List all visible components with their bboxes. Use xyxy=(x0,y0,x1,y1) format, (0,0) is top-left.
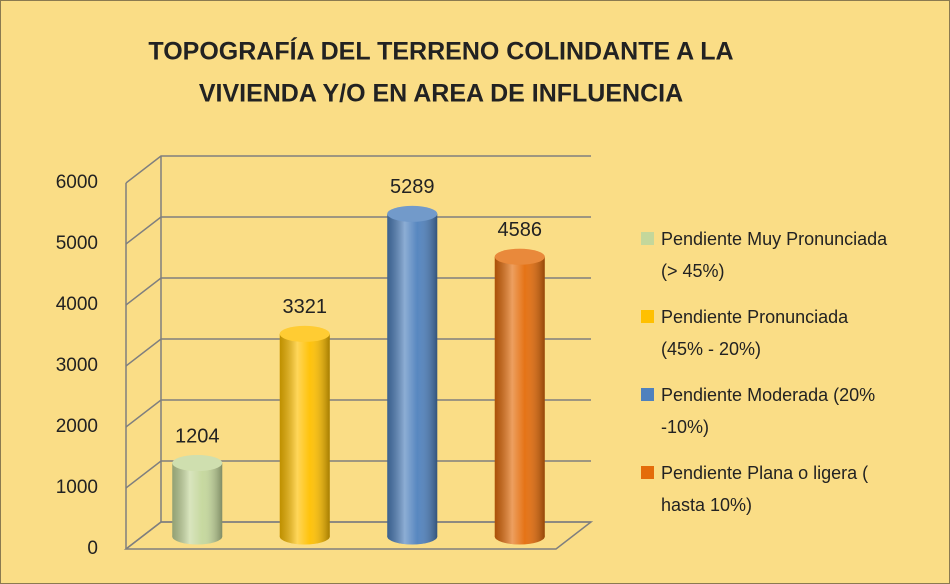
grid-line xyxy=(125,460,591,489)
y-tick-label: 5000 xyxy=(56,233,98,254)
bar-top-highlight xyxy=(387,205,438,222)
grid-line xyxy=(125,338,591,367)
legend-label: Pendiente Pronunciada (45% - 20%) xyxy=(661,307,849,359)
bar-top-highlight xyxy=(279,325,330,342)
legend-label: Pendiente Plana o ligera ( hasta 10%) xyxy=(661,463,869,515)
bar-top xyxy=(387,205,438,222)
grid-line xyxy=(125,155,591,184)
data-label: 1204 xyxy=(175,425,220,447)
y-tick-label: 3000 xyxy=(56,355,98,376)
y-tick-label: 4000 xyxy=(56,294,98,315)
bar-top xyxy=(494,248,545,265)
y-tick-label: 0 xyxy=(87,538,98,559)
legend-label: Pendiente Moderada (20% -10%) xyxy=(661,385,876,437)
chart-title: TOPOGRAFÍA DEL TERRENO COLINDANTE A LA xyxy=(148,37,733,66)
legend-swatch xyxy=(641,388,654,401)
legend-swatch xyxy=(641,466,654,479)
chart-title: VIVIENDA Y/O EN AREA DE INFLUENCIA xyxy=(199,80,683,108)
legend-swatch xyxy=(641,232,654,245)
data-label: 3321 xyxy=(283,296,328,318)
bar-shade xyxy=(279,333,330,537)
bar-shade xyxy=(387,213,438,537)
bar-top-highlight xyxy=(494,248,545,265)
bar-top xyxy=(172,455,223,472)
grid-line xyxy=(125,216,591,245)
bar-shade xyxy=(494,256,545,537)
y-tick-label: 2000 xyxy=(56,416,98,437)
y-tick-label: 1000 xyxy=(56,477,98,498)
legend-swatch xyxy=(641,310,654,323)
data-label: 5289 xyxy=(390,176,435,198)
legend-label: Pendiente Muy Pronunciada (> 45%) xyxy=(661,229,888,281)
grid-line xyxy=(125,399,591,428)
bar-shade xyxy=(172,463,223,537)
bar-top xyxy=(279,325,330,342)
grid-line xyxy=(125,277,591,306)
y-tick-label: 6000 xyxy=(56,172,98,193)
data-label: 4586 xyxy=(498,219,543,241)
grid-line xyxy=(125,521,591,550)
bar-top-highlight xyxy=(172,455,223,472)
